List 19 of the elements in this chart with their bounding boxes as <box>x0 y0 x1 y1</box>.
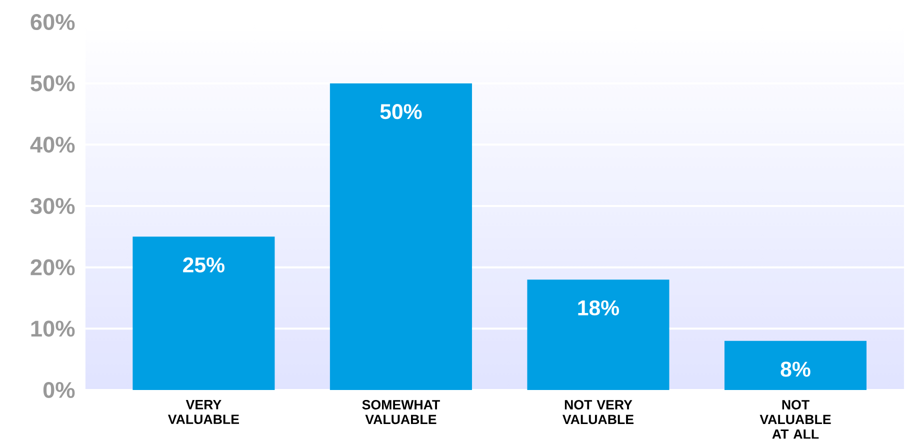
x-tick-label: NOT VERY VALUABLE <box>562 400 634 424</box>
bar <box>330 83 472 390</box>
y-tick-label: 20% <box>30 259 75 276</box>
bar <box>527 280 670 390</box>
y-tick-label: 60% <box>30 14 75 30</box>
bar <box>724 340 867 390</box>
bar <box>132 236 275 390</box>
data-label: 18% <box>578 300 620 316</box>
y-tick-label: 10% <box>31 320 75 337</box>
x-tick-label: NOT VALUABLE AT ALL <box>760 400 831 439</box>
y-tick-label: 30% <box>30 198 75 214</box>
x-tick-label: SOMEWHAT VALUABLE <box>362 400 440 424</box>
data-label: 50% <box>380 104 422 120</box>
data-label: 8% <box>780 362 810 377</box>
y-tick-label: 50% <box>30 75 75 92</box>
data-label: 25% <box>183 257 224 272</box>
y-tick-label: 0% <box>43 382 75 398</box>
x-tick-label: VERY VALUABLE <box>168 400 239 424</box>
y-tick-label: 40% <box>30 136 75 153</box>
